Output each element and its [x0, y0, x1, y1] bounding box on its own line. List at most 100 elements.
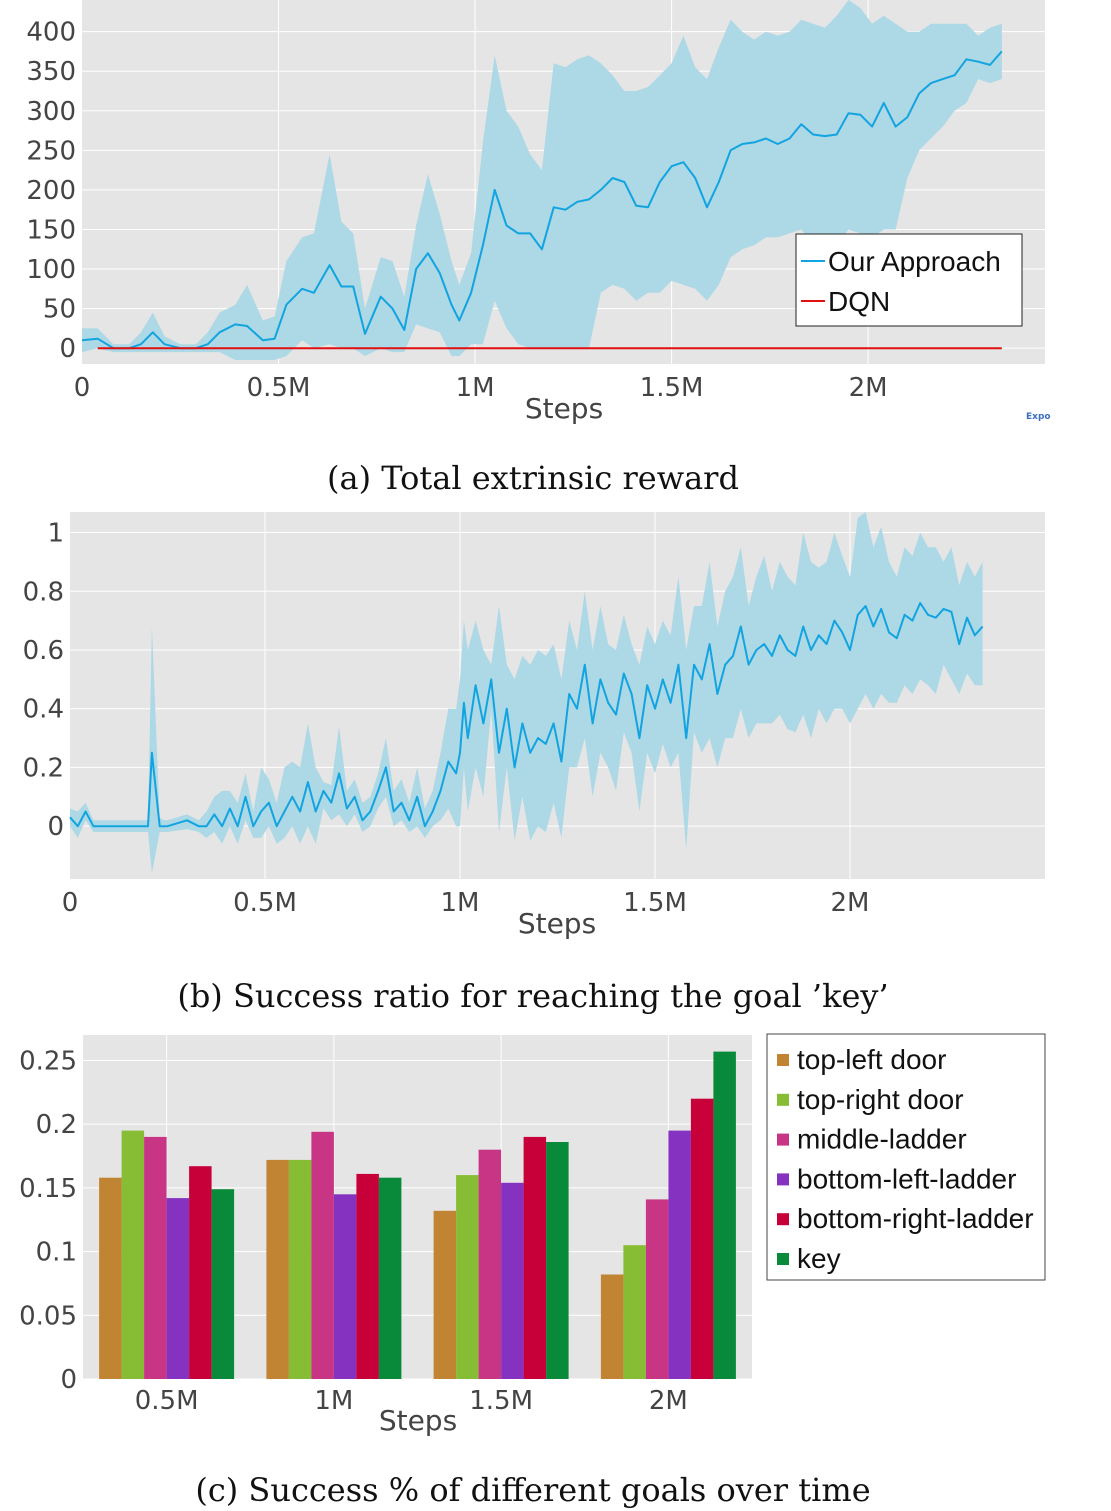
a-x-tick-label: 1.5M — [640, 373, 704, 403]
c-x-tick-label: 0.5M — [135, 1386, 199, 1416]
panel-b-line-layer — [69, 602, 984, 828]
bar-top-left-door-0.5M — [99, 1177, 122, 1379]
a-x-tick-label: 0.5M — [247, 373, 311, 403]
panel-c-goal-success-bars: 0 0.05 0.1 0.15 0.2 0.25 0.5M 1M 1.5M 2M Steps t… — [19, 1033, 1046, 1509]
b-x-tick-label: 2M — [831, 888, 870, 918]
legend-swatch-bottom-left-ladder — [777, 1173, 789, 1186]
bar-bottom-left-ladder-2M — [668, 1130, 691, 1379]
bar-middle-ladder-1.5M — [478, 1149, 502, 1379]
panel-c-x-axis-title: Steps — [379, 1404, 457, 1437]
legend-box — [795, 233, 1023, 327]
bar-top-right-door-1M — [288, 1159, 312, 1379]
panel-a-band-layer — [82, 0, 1002, 360]
panel-a-y-ticks: 0 50 100 150 200 250 300 350 400 — [26, 18, 76, 365]
panel-a-x-axis-title: Steps — [525, 392, 603, 425]
bar-middle-ladder-1M — [311, 1131, 334, 1379]
a-series-our-approach-line — [81, 50, 1003, 350]
c-y-tick-label: 0.25 — [19, 1046, 77, 1076]
a-y-tick-label: 50 — [43, 295, 76, 325]
c-y-tick-label: 0.15 — [19, 1174, 77, 1204]
legend-label-bottom-right-ladder: bottom-right-ladder — [797, 1203, 1034, 1234]
b-y-tick-label: 0 — [47, 812, 64, 842]
a-y-tick-label: 200 — [26, 176, 76, 206]
b-y-tick-label: 0.2 — [23, 753, 64, 783]
panel-b-success-ratio-key: 0 0.2 0.4 0.6 0.8 1 0 0.5M 1M 1.5M 2M Steps (b) S… — [23, 512, 1045, 1015]
panel-c-y-ticks: 0 0.05 0.1 0.15 0.2 0.25 — [19, 1046, 77, 1395]
legend-label-bottom-left-ladder: bottom-left-ladder — [797, 1163, 1016, 1194]
b-x-tick-label: 0 — [62, 888, 79, 918]
b-series-our-approach-line — [69, 602, 984, 828]
legend-swatch-middle-ladder — [777, 1133, 789, 1146]
a-y-tick-label: 150 — [26, 215, 76, 245]
panel-b-x-axis-title: Steps — [518, 907, 596, 940]
panel-a-x-ticks: 0 0.5M 1M 1.5M 2M — [74, 373, 888, 403]
b-y-tick-label: 0.4 — [23, 695, 64, 725]
a-confidence-band — [82, 0, 1002, 360]
c-x-tick-label: 2M — [649, 1386, 688, 1416]
a-y-tick-label: 250 — [26, 136, 76, 166]
panel-c-x-ticks: 0.5M 1M 1.5M 2M — [135, 1386, 688, 1416]
panel-c-legend: top-left door top-right door middle-ladder… — [766, 1033, 1046, 1281]
b-y-tick-label: 1 — [47, 519, 64, 549]
bar-top-left-door-1M — [266, 1159, 289, 1379]
legend-label-key: key — [797, 1243, 841, 1274]
bar-middle-ladder-2M — [645, 1199, 669, 1379]
bar-bottom-right-ladder-0.5M — [189, 1166, 212, 1379]
bar-top-right-door-1.5M — [456, 1175, 479, 1379]
panel-c-caption: (c) Success % of different goals over ti… — [195, 1471, 870, 1509]
panel-b-band-layer — [70, 512, 983, 874]
legend-label-middle-ladder: middle-ladder — [797, 1124, 967, 1155]
c-y-tick-label: 0.05 — [19, 1301, 77, 1331]
b-x-tick-label: 1M — [441, 888, 480, 918]
bar-bottom-left-ladder-1M — [333, 1194, 357, 1379]
legend-swatch-key — [777, 1253, 789, 1265]
bar-bottom-right-ladder-2M — [690, 1098, 714, 1379]
legend-swatch-top-left-door — [777, 1054, 789, 1066]
bar-key-0.5M — [211, 1189, 235, 1379]
legend-label-top-left-door: top-left door — [797, 1044, 946, 1075]
panel-b-caption: (b) Success ratio for reaching the goal … — [177, 977, 888, 1015]
panel-a-total-extrinsic-reward: 0 50 100 150 200 250 300 350 400 0 0.5M 1M 1.5M 2M S… — [26, 0, 1051, 497]
panel-a-line-layer — [81, 50, 1003, 350]
a-x-tick-label: 2M — [849, 373, 888, 403]
b-x-tick-label: 0.5M — [233, 888, 297, 918]
c-y-tick-label: 0 — [60, 1365, 77, 1395]
panel-b-x-ticks: 0 0.5M 1M 1.5M 2M — [62, 888, 870, 918]
b-x-tick-label: 1.5M — [623, 888, 687, 918]
b-confidence-band — [70, 512, 983, 874]
bar-middle-ladder-0.5M — [144, 1136, 167, 1379]
c-x-tick-label: 1.5M — [469, 1386, 533, 1416]
a-y-tick-label: 350 — [26, 57, 76, 87]
b-y-tick-label: 0.8 — [23, 577, 64, 607]
bar-key-1.5M — [546, 1142, 569, 1379]
bar-top-right-door-0.5M — [121, 1130, 145, 1379]
panel-b-y-ticks: 0 0.2 0.4 0.6 0.8 1 — [23, 519, 64, 843]
legend-label-top-right-door: top-right door — [797, 1084, 964, 1115]
panel-a-caption: (a) Total extrinsic reward — [327, 459, 739, 497]
a-y-tick-label: 300 — [26, 97, 76, 127]
legend-swatch-top-right-door — [777, 1093, 789, 1106]
c-y-tick-label: 0.1 — [36, 1238, 77, 1268]
bar-bottom-left-ladder-1.5M — [501, 1182, 524, 1379]
a-x-tick-label: 1M — [456, 373, 495, 403]
bar-top-left-door-2M — [600, 1274, 624, 1379]
a-y-tick-label: 0 — [59, 334, 76, 364]
panel-a-legend: Our Approach DQN — [795, 233, 1023, 327]
legend-label-our-approach: Our Approach — [828, 246, 1001, 277]
panel-c-bar-layer — [99, 1051, 736, 1379]
legend-label-dqn: DQN — [828, 286, 890, 317]
bar-bottom-right-ladder-1M — [356, 1173, 379, 1379]
panel-c-legend-box — [766, 1033, 1046, 1281]
a-x-tick-label: 0 — [74, 373, 91, 403]
watermark-text: Expo — [1026, 412, 1051, 422]
legend-swatch-bottom-right-ladder — [777, 1213, 789, 1226]
bar-key-1M — [378, 1177, 402, 1379]
c-x-tick-label: 1M — [314, 1386, 353, 1416]
a-y-tick-label: 100 — [26, 255, 76, 285]
b-y-tick-label: 0.6 — [23, 636, 64, 666]
bar-key-2M — [713, 1051, 736, 1379]
bar-bottom-right-ladder-1.5M — [523, 1136, 547, 1379]
bar-bottom-left-ladder-0.5M — [166, 1198, 190, 1379]
bar-top-right-door-2M — [623, 1245, 646, 1379]
